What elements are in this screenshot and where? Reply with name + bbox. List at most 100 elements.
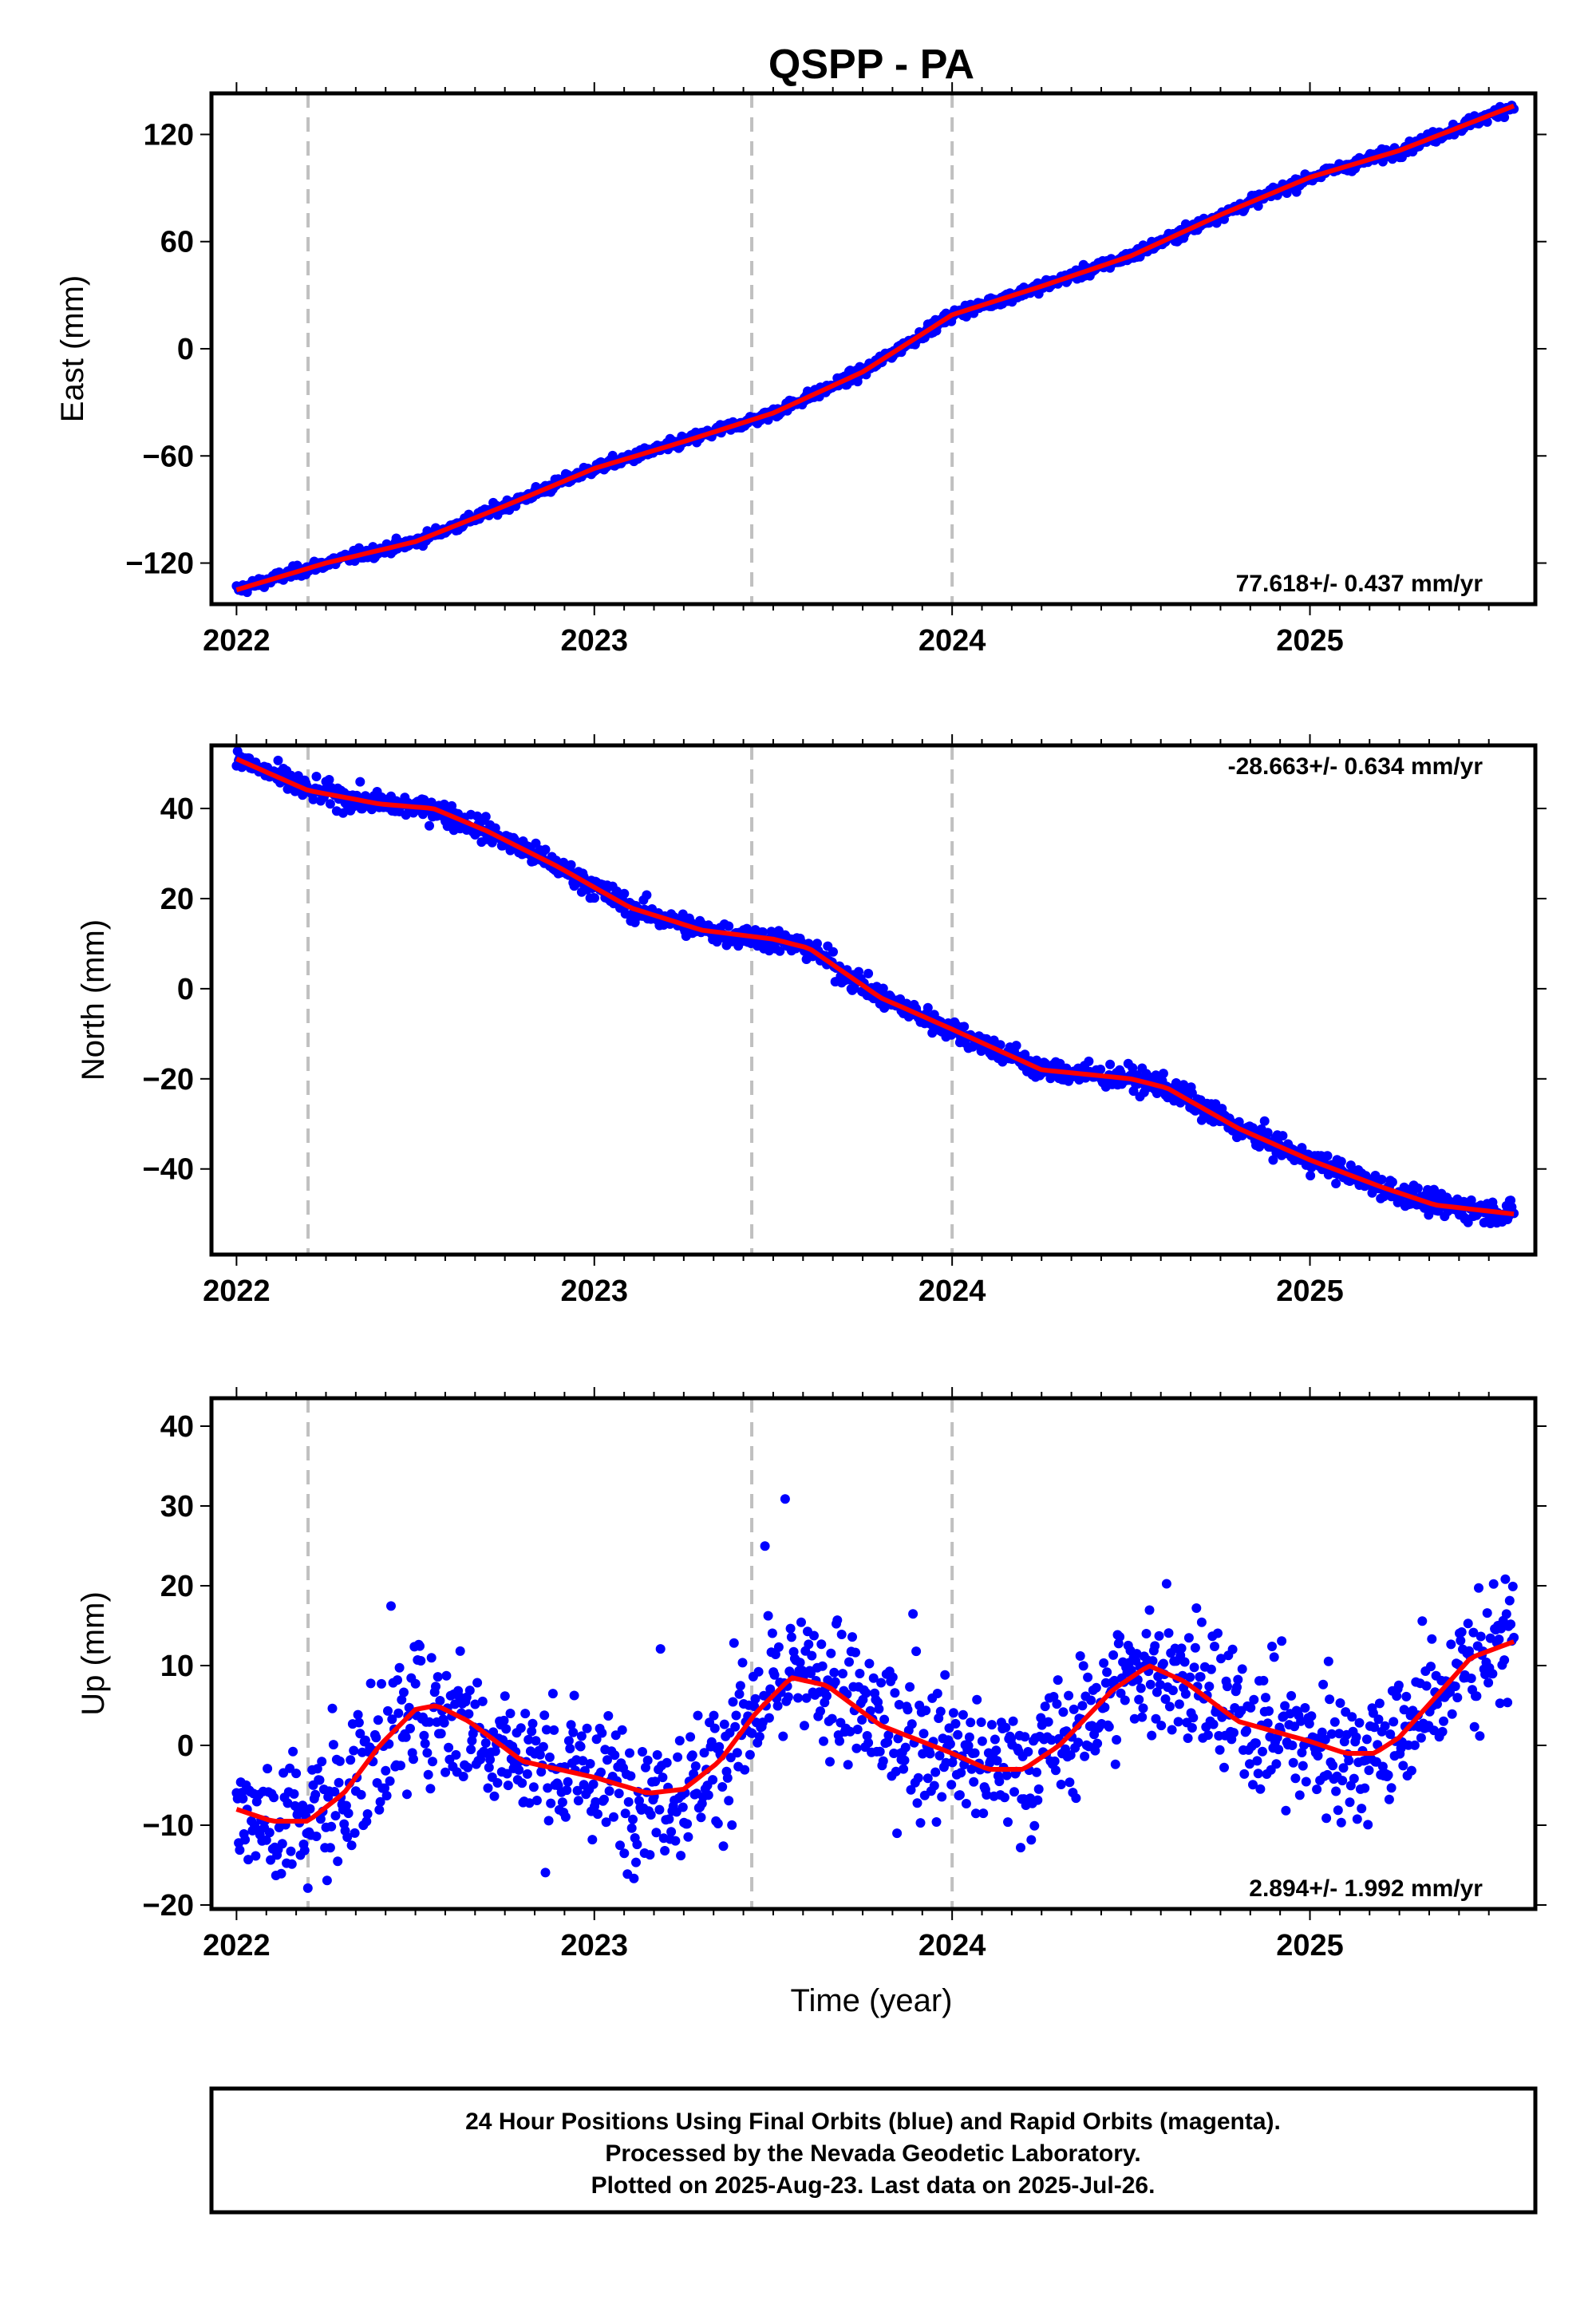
- data-point: [419, 1730, 429, 1741]
- data-point: [1065, 1777, 1075, 1788]
- data-point: [308, 794, 318, 804]
- data-point: [891, 1766, 901, 1777]
- data-point: [485, 1754, 496, 1765]
- fit-line: [235, 103, 1515, 592]
- data-point: [409, 1754, 418, 1765]
- data-point: [286, 770, 296, 781]
- data-point: [1259, 1116, 1270, 1126]
- data-point: [454, 1691, 464, 1701]
- data-point: [402, 1789, 412, 1800]
- data-point: [563, 1736, 574, 1746]
- data-point: [650, 1777, 661, 1787]
- y-tick-label: 120: [144, 118, 194, 152]
- data-point: [1384, 1794, 1394, 1804]
- data-point: [670, 1836, 681, 1846]
- data-point: [464, 1709, 474, 1719]
- data-point: [801, 1693, 812, 1703]
- data-point: [544, 1752, 555, 1762]
- data-point: [1297, 1748, 1307, 1757]
- data-point: [1102, 1667, 1112, 1678]
- y-tick-label: −20: [143, 1889, 194, 1923]
- data-point: [642, 1755, 653, 1765]
- data-point: [1190, 1642, 1200, 1653]
- data-point: [958, 1709, 968, 1720]
- data-point: [1204, 1682, 1215, 1692]
- data-point: [900, 1742, 911, 1753]
- north-panel: 2022 2023 2024 2025 40 20 0 −20 −40 North (mm) -28…: [76, 734, 1547, 1308]
- data-point: [557, 1797, 567, 1808]
- data-point: [492, 1778, 503, 1788]
- data-point: [593, 1809, 602, 1820]
- data-point: [1474, 1583, 1483, 1593]
- data-point: [614, 1788, 624, 1799]
- data-point: [464, 1686, 475, 1696]
- data-point: [651, 1828, 662, 1838]
- data-point: [587, 1835, 598, 1845]
- data-point: [1009, 1787, 1019, 1797]
- data-point: [915, 1818, 926, 1828]
- data-point: [302, 1883, 313, 1893]
- data-point: [1080, 1751, 1090, 1761]
- data-point: [568, 1727, 579, 1737]
- data-point: [1151, 1713, 1161, 1724]
- data-point: [365, 1678, 376, 1689]
- data-point: [1349, 1773, 1359, 1784]
- data-point: [576, 1731, 587, 1741]
- data-point: [381, 1765, 391, 1776]
- data-point: [362, 1809, 373, 1819]
- data-point: [696, 1812, 706, 1823]
- data-point: [1494, 1634, 1504, 1645]
- data-point: [566, 860, 576, 870]
- data-point: [1385, 1729, 1396, 1739]
- data-point: [1504, 1595, 1515, 1606]
- data-point: [463, 1762, 473, 1773]
- data-point: [425, 1717, 434, 1727]
- data-point: [1105, 1059, 1116, 1069]
- data-point: [346, 1755, 356, 1765]
- x-tick-label: 2023: [560, 1929, 628, 1962]
- data-point: [1253, 1769, 1263, 1779]
- data-point: [263, 1764, 273, 1774]
- data-point: [425, 820, 434, 831]
- data-point: [1128, 1063, 1138, 1073]
- data-point: [1167, 1686, 1178, 1696]
- data-point: [1290, 1721, 1300, 1732]
- data-point: [1347, 1712, 1357, 1722]
- data-point: [727, 1820, 737, 1830]
- x-tick-label: 2022: [203, 624, 271, 658]
- data-point: [1271, 1759, 1282, 1769]
- data-point: [628, 1814, 638, 1824]
- data-point: [1483, 1678, 1494, 1688]
- data-point: [956, 1768, 966, 1778]
- data-point: [317, 1757, 327, 1767]
- plot-frame: [209, 743, 1538, 1257]
- data-point: [1075, 1651, 1085, 1661]
- data-point: [466, 1745, 476, 1755]
- data-point: [590, 893, 599, 903]
- data-point: [709, 1723, 720, 1733]
- data-point: [1501, 1609, 1511, 1619]
- data-point: [899, 1755, 910, 1765]
- data-point: [807, 1650, 817, 1661]
- data-point: [970, 1748, 980, 1758]
- data-point: [925, 1749, 935, 1759]
- data-point: [240, 1835, 251, 1845]
- data-point: [1242, 1725, 1251, 1736]
- data-point: [1100, 1702, 1110, 1713]
- data-point: [330, 1811, 341, 1821]
- data-point: [982, 1790, 992, 1800]
- data-point: [847, 1632, 857, 1642]
- footer-line-3: Plotted on 2025-Aug-23. Last data on 202…: [591, 2172, 1156, 2199]
- data-point: [572, 1785, 583, 1796]
- data-point: [658, 1773, 668, 1783]
- data-point: [625, 1748, 634, 1758]
- data-point: [591, 1796, 601, 1807]
- data-point: [830, 1677, 840, 1687]
- data-point: [894, 1700, 904, 1709]
- data-point: [662, 1757, 672, 1768]
- data-point: [1264, 1706, 1274, 1716]
- data-point: [565, 1744, 575, 1753]
- data-point: [1301, 1777, 1311, 1787]
- data-point: [503, 1780, 513, 1791]
